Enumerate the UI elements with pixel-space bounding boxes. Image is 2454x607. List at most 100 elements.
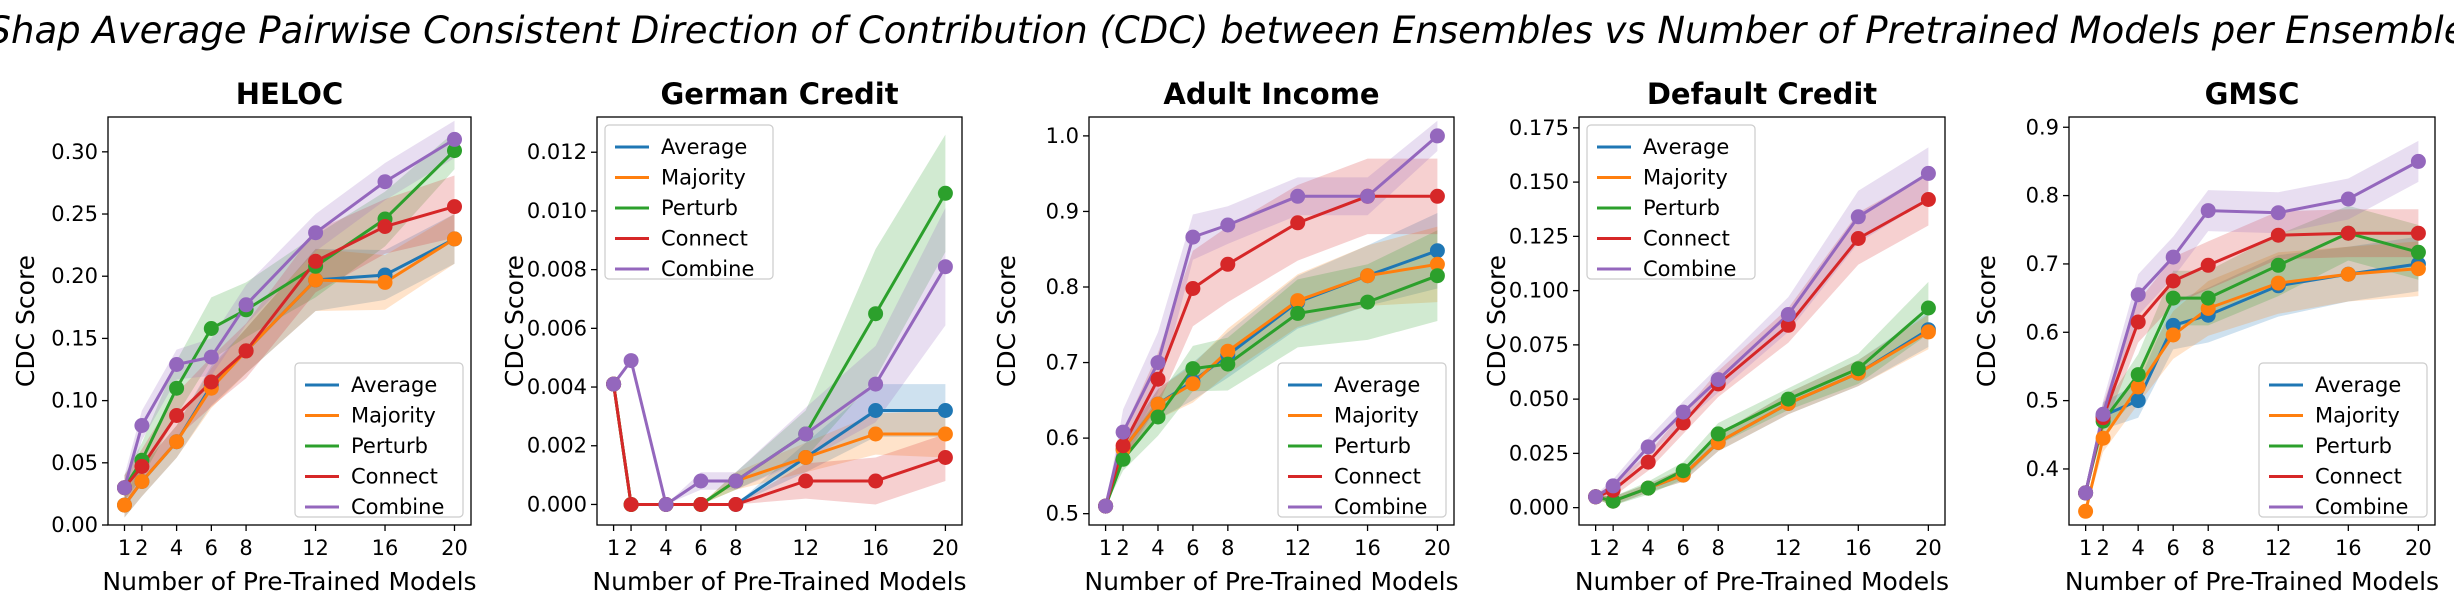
- legend-label-combine: Combine: [661, 257, 754, 281]
- x-tick-label: 16: [372, 536, 399, 560]
- legend-label-average: Average: [351, 373, 437, 397]
- point-combine: [377, 174, 393, 190]
- x-tick-label: 16: [2335, 536, 2362, 560]
- point-connect: [798, 473, 814, 489]
- legend-label-connect: Connect: [2315, 465, 2402, 489]
- point-combine: [798, 426, 814, 442]
- y-axis-label: CDC Score: [11, 255, 40, 387]
- point-connect: [1150, 371, 1166, 387]
- point-combine: [1290, 188, 1306, 204]
- legend-label-combine: Combine: [2315, 495, 2408, 519]
- point-perturb: [1150, 409, 1166, 425]
- legend: Average Majority Perturb Connect Combine: [294, 362, 464, 519]
- point-combine: [308, 225, 324, 241]
- point-combine: [2165, 249, 2181, 265]
- band-combine: [613, 208, 946, 505]
- point-combine: [203, 349, 219, 365]
- x-tick-label: 12: [2265, 536, 2292, 560]
- x-axis-label: Number of Pre-Trained Models: [1084, 567, 1458, 596]
- y-tick-label: 0.7: [1046, 351, 1079, 375]
- point-connect: [2200, 257, 2216, 273]
- figure-title: Shap Average Pairwise Consistent Directi…: [0, 9, 2454, 52]
- point-combine: [1115, 424, 1131, 440]
- legend-box: [1586, 124, 1756, 280]
- point-combine: [937, 259, 953, 275]
- point-connect: [447, 199, 462, 215]
- x-tick-label: 4: [659, 536, 672, 560]
- x-axis-label: Number of Pre-Trained Models: [1575, 567, 1949, 596]
- x-tick-label: 4: [170, 536, 183, 560]
- point-combine: [1360, 188, 1376, 204]
- axes-frame: [1088, 116, 1455, 526]
- line-combine: [1104, 134, 1439, 507]
- line-combine: [2084, 160, 2420, 494]
- point-connect: [1290, 215, 1306, 231]
- point-combine: [1150, 355, 1166, 371]
- x-tick-label: 12: [302, 536, 329, 560]
- y-tick-label: 0.000: [527, 492, 587, 516]
- legend-label-average: Average: [1334, 373, 1420, 397]
- plot-area: [123, 120, 456, 518]
- point-perturb: [203, 321, 219, 336]
- point-perturb: [1640, 480, 1656, 496]
- point-combine: [728, 473, 744, 489]
- point-combine: [1675, 404, 1691, 420]
- point-average: [868, 403, 884, 418]
- point-perturb: [868, 306, 884, 322]
- y-tick-label: 0.000: [1509, 496, 1569, 520]
- point-majority: [2200, 300, 2216, 316]
- point-combine: [2078, 485, 2094, 501]
- point-connect: [1675, 415, 1691, 431]
- point-majority: [2095, 430, 2111, 446]
- line-majority: [123, 237, 456, 506]
- band-connect: [613, 384, 946, 505]
- x-tick-label: 2: [1116, 536, 1129, 560]
- point-perturb: [447, 143, 462, 159]
- band-average: [613, 384, 946, 505]
- point-connect: [728, 497, 744, 512]
- point-connect: [693, 497, 709, 512]
- x-tick-label: 8: [1221, 536, 1234, 560]
- x-tick-label: 2: [135, 536, 148, 560]
- legend-label-connect: Connect: [1334, 465, 1421, 489]
- point-connect: [623, 497, 639, 512]
- point-perturb: [2130, 367, 2146, 383]
- point-connect: [134, 459, 150, 474]
- y-tick-label: 1.0: [1046, 124, 1079, 148]
- point-average: [937, 403, 953, 418]
- point-perturb: [169, 380, 185, 396]
- x-tick-label: 1: [1589, 536, 1602, 560]
- x-tick-label: 2: [1606, 536, 1619, 560]
- point-majority: [1920, 324, 1936, 340]
- point-majority: [2130, 379, 2146, 395]
- point-connect: [1115, 438, 1131, 454]
- point-connect: [2165, 273, 2181, 289]
- point-majority: [1150, 396, 1166, 412]
- point-combine: [2410, 153, 2426, 169]
- x-axis-label: Number of Pre-Trained Models: [102, 567, 476, 596]
- point-combine: [1588, 489, 1604, 505]
- band-average: [124, 214, 455, 518]
- point-majority: [2270, 275, 2286, 291]
- point-combine: [2200, 203, 2216, 219]
- y-tick-label: 0.175: [1509, 116, 1569, 140]
- x-tick-label: 8: [1712, 536, 1725, 560]
- legend-box: [294, 362, 464, 518]
- point-combine: [1220, 217, 1236, 233]
- point-majority: [447, 231, 462, 247]
- point-majority: [1360, 268, 1376, 284]
- legend-label-majority: Majority: [1643, 166, 1728, 190]
- legend-box: [2258, 362, 2428, 518]
- x-tick-label: 16: [1845, 536, 1872, 560]
- y-tick-label: 0.002: [527, 434, 587, 458]
- band-perturb: [1105, 230, 1438, 507]
- point-perturb: [1185, 361, 1201, 377]
- x-tick-label: 4: [2131, 536, 2144, 560]
- point-combine: [623, 353, 639, 369]
- x-tick-label: 6: [1186, 536, 1199, 560]
- x-tick-label: 20: [441, 536, 468, 560]
- y-tick-label: 0.006: [527, 316, 587, 340]
- x-tick-label: 8: [239, 536, 252, 560]
- point-combine: [1185, 229, 1201, 245]
- point-connect: [1920, 192, 1936, 207]
